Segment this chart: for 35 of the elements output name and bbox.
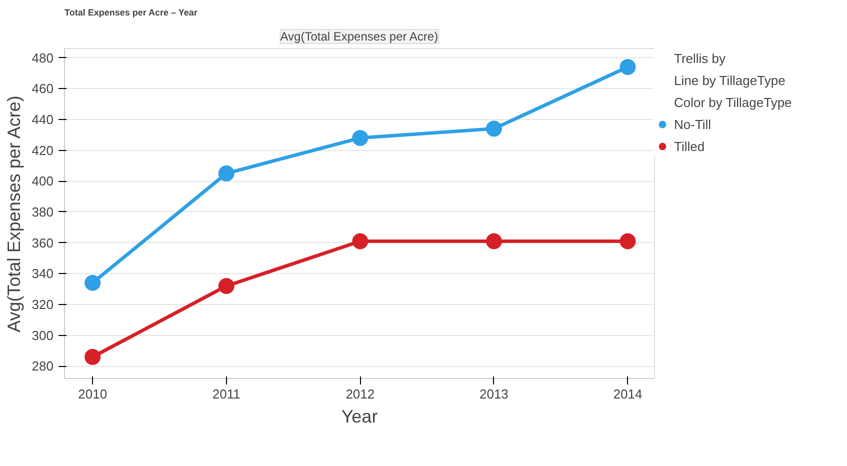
x-tick-label: 2013 (479, 386, 508, 402)
y-tick-label: 320 (32, 296, 54, 312)
y-tick-label: 400 (32, 174, 54, 189)
x-tick-label: 2012 (346, 386, 375, 402)
y-tick-label: 460 (32, 81, 54, 96)
point (84, 274, 101, 291)
y-tick-label: 360 (32, 235, 54, 250)
legend-label: No-Till (674, 116, 712, 132)
text: Trellis by (674, 50, 726, 66)
x-tick-label: 2011 (212, 386, 240, 402)
y-tick-label: 440 (32, 112, 54, 127)
point (352, 233, 368, 250)
x-axis-title: Year (341, 406, 378, 426)
y-tick-label: 300 (32, 328, 54, 343)
point (486, 120, 502, 137)
point (352, 130, 368, 146)
y-tick-label: 380 (32, 204, 54, 220)
point (486, 233, 502, 250)
text: Line by TillageType (674, 72, 786, 88)
point (620, 59, 636, 75)
point (218, 278, 234, 294)
y-tick-label: 420 (32, 142, 54, 158)
point (218, 165, 234, 182)
chart-subtitle: Avg(Total Expenses per Acre) (280, 30, 438, 44)
x-tick-label: 2010 (78, 386, 108, 402)
y-axis-title: Avg(Total Expenses per Acre) (4, 96, 24, 332)
legend-title: Color by TillageType (674, 94, 792, 110)
point (84, 348, 101, 365)
legend-label: Tilled (674, 138, 705, 154)
point (620, 233, 636, 250)
chart-title: Total Expenses per Acre – Year (64, 8, 198, 18)
y-tick-label: 280 (32, 358, 54, 374)
x-tick-label: 2014 (613, 386, 642, 402)
y-tick-label: 480 (32, 50, 54, 66)
y-tick-label: 340 (32, 266, 54, 282)
